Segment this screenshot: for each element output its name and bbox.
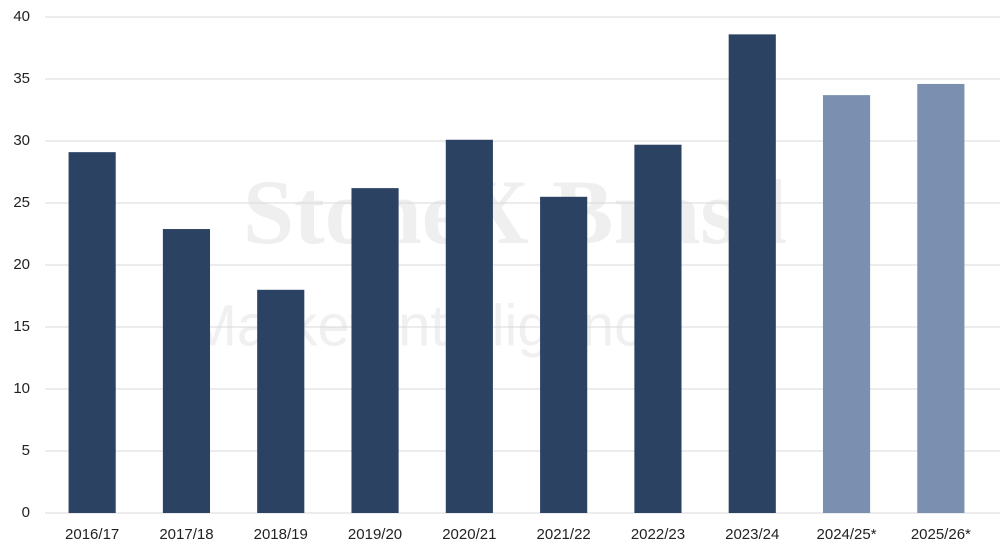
x-tick-label: 2018/19 bbox=[254, 526, 308, 543]
y-tick-label: 40 bbox=[13, 8, 30, 25]
y-tick-label: 25 bbox=[13, 194, 30, 211]
x-tick-label: 2022/23 bbox=[631, 526, 685, 543]
bar bbox=[917, 83, 965, 514]
bar bbox=[257, 289, 305, 513]
x-tick-label: 2023/24 bbox=[725, 526, 779, 543]
watermark-title: StoneX Brasil bbox=[243, 161, 787, 263]
bar bbox=[445, 139, 493, 513]
bar bbox=[162, 229, 211, 514]
y-tick-label: 20 bbox=[13, 256, 30, 273]
x-tick-label: 2016/17 bbox=[65, 526, 119, 543]
bar bbox=[68, 152, 116, 513]
x-tick-label: 2019/20 bbox=[348, 526, 402, 543]
x-tick-label: 2020/21 bbox=[442, 526, 496, 543]
y-tick-label: 0 bbox=[22, 504, 30, 521]
x-tick-label: 2017/18 bbox=[159, 526, 213, 543]
bar bbox=[822, 95, 871, 514]
y-tick-label: 15 bbox=[13, 318, 30, 335]
y-tick-label: 5 bbox=[22, 442, 30, 459]
x-tick-label: 2021/22 bbox=[537, 526, 591, 543]
x-tick-label: 2025/26* bbox=[911, 526, 971, 543]
y-tick-label: 35 bbox=[13, 70, 30, 87]
y-tick-label: 30 bbox=[13, 132, 30, 149]
x-tick-label: 2024/25* bbox=[817, 526, 877, 543]
bar bbox=[634, 144, 682, 513]
bar bbox=[540, 196, 588, 514]
bar bbox=[351, 188, 399, 513]
bar bbox=[728, 34, 776, 514]
y-tick-label: 10 bbox=[13, 380, 30, 397]
